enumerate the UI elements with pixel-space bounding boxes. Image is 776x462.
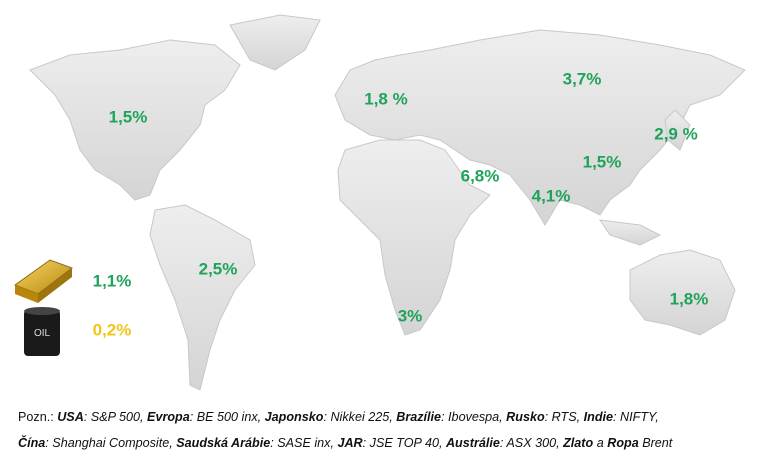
note-key: Brazílie (396, 410, 442, 424)
note-line: Čína: Shanghai Composite, Saudská Arábie… (18, 436, 672, 450)
note-text: : S&P 500, (83, 410, 148, 424)
australia (629, 249, 736, 336)
note-key: Ropa (607, 436, 639, 450)
gold-bar-front (38, 268, 72, 303)
region-label: 1,5% (583, 152, 622, 171)
note-text: : Nikkei 225, (323, 410, 397, 424)
region-label: 0,2% (93, 320, 132, 339)
note-key: Indie (583, 410, 614, 424)
note-text: : Ibovespa, (441, 410, 507, 424)
note-text: a (593, 436, 608, 450)
barrel-label: OIL (34, 328, 51, 339)
note-text: : Shanghai Composite, (45, 436, 177, 450)
eurasia (334, 29, 746, 226)
note-text: : SASE inx, (270, 436, 338, 450)
indonesia (598, 219, 662, 246)
barrel (24, 310, 60, 356)
region-label: 3,7% (563, 69, 602, 88)
note-line: Pozn.: USA: S&P 500, Evropa: BE 500 inx,… (18, 410, 659, 424)
note-text: : BE 500 inx, (189, 410, 265, 424)
note-text: : RTS, (544, 410, 584, 424)
note-key: JAR (337, 436, 363, 450)
japan (664, 109, 691, 151)
south-america (149, 204, 256, 391)
region-label: 1,1% (93, 271, 132, 290)
north-america (29, 39, 241, 201)
region-label: 1,8 % (364, 89, 407, 108)
region-label: 3% (398, 306, 423, 325)
note-key: Saudská Arábie (176, 436, 271, 450)
region-label: 1,5% (109, 107, 148, 126)
note-key: Rusko (506, 410, 545, 424)
note-key: USA (57, 410, 84, 424)
note-text: : ASX 300, (499, 436, 564, 450)
greenland (229, 14, 321, 71)
region-label: 4,1% (532, 186, 571, 205)
note-text: : NIFTY, (613, 410, 659, 424)
note-text: : JSE TOP 40, (362, 436, 446, 450)
africa (337, 139, 491, 336)
region-label: 1,8% (670, 289, 709, 308)
region-label: 2,9 % (654, 124, 697, 143)
region-label: 2,5% (199, 259, 238, 278)
note-key: Austrálie (445, 436, 500, 450)
gold-bar-side (15, 285, 38, 303)
note-key: Japonsko (264, 410, 324, 424)
note-key: Zlato (563, 436, 594, 450)
oil-icon: OIL (24, 307, 60, 356)
note-key: Evropa (147, 410, 190, 424)
barrel-top (24, 307, 60, 315)
continents (29, 14, 746, 391)
world-map: OIL 1,5% 1,8 % 3,7% 2,9 % 1,5% 6,8% 4,1% 2,5% 3%… (13, 14, 746, 391)
note-text: Pozn.: (18, 410, 58, 424)
gold-icon (13, 259, 74, 303)
note-text: Brent (638, 436, 673, 450)
note-key: Čína (18, 436, 46, 450)
region-label: 6,8% (461, 166, 500, 185)
